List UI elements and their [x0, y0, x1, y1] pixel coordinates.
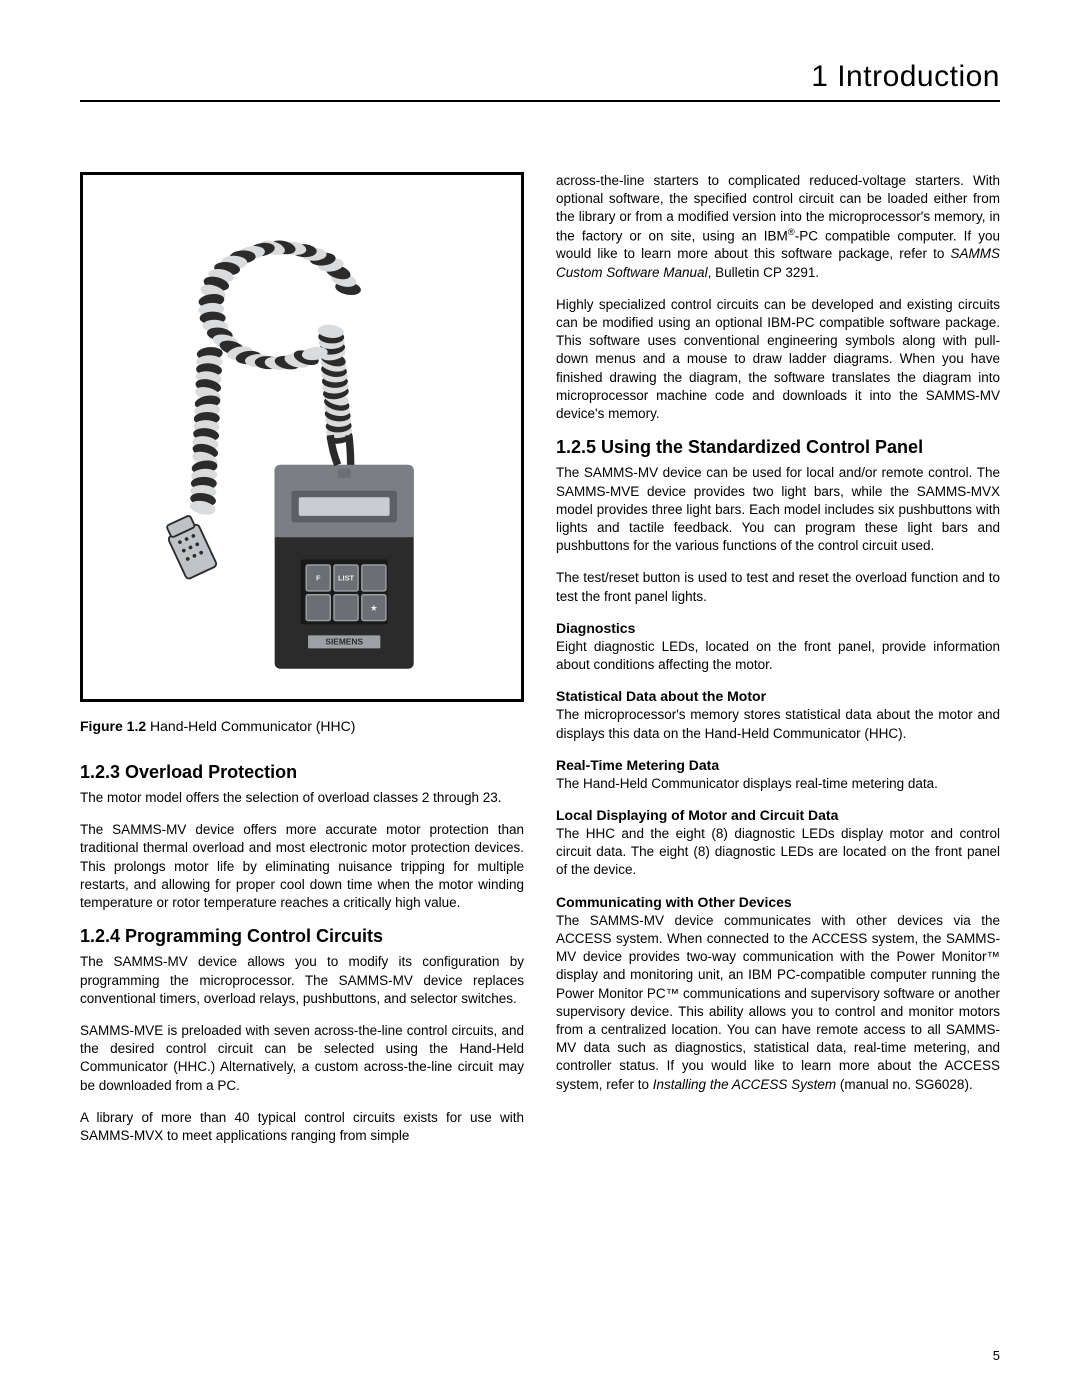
sub-local-title: Local Displaying of Motor and Circuit Da… [556, 807, 1000, 823]
sub-comm-p: The SAMMS-MV device communicates with ot… [556, 912, 1000, 1094]
section-1-2-4-p2: SAMMS-MVE is preloaded with seven across… [80, 1022, 524, 1095]
chapter-title: 1 Introduction [80, 60, 1000, 102]
svg-text:LIST: LIST [338, 574, 355, 583]
section-1-2-5-p2: The test/reset button is used to test an… [556, 569, 1000, 605]
right-p1: across-the-line starters to complicated … [556, 172, 1000, 282]
section-1-2-3-p1: The motor model offers the selection of … [80, 789, 524, 807]
right-p2: Highly specialized control circuits can … [556, 296, 1000, 424]
hhc-device-icon: F LIST ★ SIEMENS [101, 196, 504, 678]
two-column-layout: F LIST ★ SIEMENS Figure 1.2 Hand-Held Comm… [80, 172, 1000, 1159]
svg-text:★: ★ [369, 603, 377, 612]
figure-desc: Hand-Held Communicator (HHC) [146, 718, 355, 734]
sub-comm-title: Communicating with Other Devices [556, 894, 1000, 910]
section-1-2-5-p1: The SAMMS-MV device can be used for loca… [556, 464, 1000, 555]
figure-caption: Figure 1.2 Hand-Held Communicator (HHC) [80, 718, 524, 734]
sub-statistical-title: Statistical Data about the Motor [556, 688, 1000, 704]
section-1-2-4-p1: The SAMMS-MV device allows you to modify… [80, 953, 524, 1008]
section-1-2-3-p2: The SAMMS-MV device offers more accurate… [80, 821, 524, 912]
section-1-2-4-title: 1.2.4 Programming Control Circuits [80, 926, 524, 947]
figure-illustration: F LIST ★ SIEMENS [80, 172, 524, 702]
page-number: 5 [993, 1348, 1000, 1363]
sub-diagnostics-p: Eight diagnostic LEDs, located on the fr… [556, 638, 1000, 674]
svg-text:F: F [315, 574, 320, 583]
sub-realtime-p: The Hand-Held Communicator displays real… [556, 775, 1000, 793]
svg-text:SIEMENS: SIEMENS [325, 637, 363, 647]
section-1-2-3-title: 1.2.3 Overload Protection [80, 762, 524, 783]
sub-local-p: The HHC and the eight (8) diagnostic LED… [556, 825, 1000, 880]
sub-statistical-p: The microprocessor's memory stores stati… [556, 706, 1000, 742]
figure-label: Figure 1.2 [80, 718, 146, 734]
right-column: across-the-line starters to complicated … [556, 172, 1000, 1159]
section-1-2-5-title: 1.2.5 Using the Standardized Control Pan… [556, 437, 1000, 458]
left-column: F LIST ★ SIEMENS Figure 1.2 Hand-Held Comm… [80, 172, 524, 1159]
section-1-2-4-p3: A library of more than 40 typical contro… [80, 1109, 524, 1145]
sub-realtime-title: Real-Time Metering Data [556, 757, 1000, 773]
sub-diagnostics-title: Diagnostics [556, 620, 1000, 636]
